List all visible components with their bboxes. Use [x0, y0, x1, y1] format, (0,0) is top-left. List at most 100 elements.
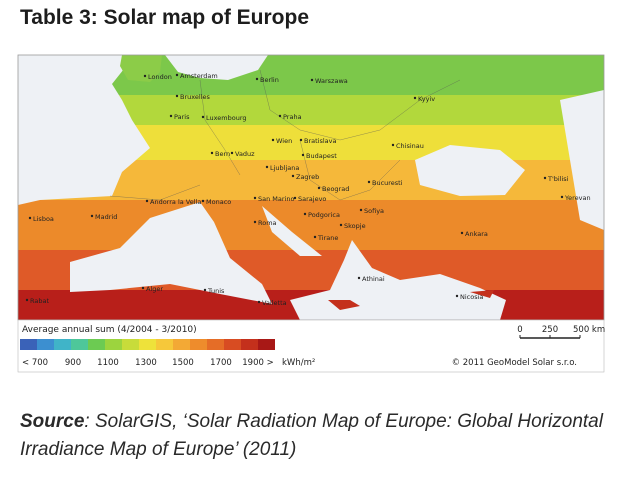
- city-label: Roma: [258, 219, 277, 227]
- legend-swatch: [71, 339, 88, 350]
- city-dot: [303, 212, 307, 216]
- legend-swatch: [139, 339, 156, 350]
- city-dot: [359, 208, 363, 212]
- city-label: London: [148, 73, 172, 81]
- city-dot: [201, 115, 205, 119]
- city-label: Bern: [215, 150, 230, 158]
- city-dot: [169, 114, 173, 118]
- city-label: Ankara: [465, 230, 488, 238]
- copyright: © 2011 GeoModel Solar s.r.o.: [452, 358, 577, 368]
- legend-tick-label: < 700: [22, 358, 48, 368]
- city-label: Valletta: [262, 299, 287, 307]
- legend-swatch: [241, 339, 258, 350]
- city-label: Bratislava: [304, 137, 336, 145]
- city-dot: [175, 73, 179, 77]
- city-label: Amsterdam: [180, 72, 218, 80]
- city-dot: [201, 199, 205, 203]
- source-label: Source: [20, 411, 85, 432]
- city-dot: [278, 114, 282, 118]
- city-label: Paris: [174, 113, 190, 121]
- map-figure: Average annual sum (4/2004 - 3/2010) © 2…: [17, 54, 605, 373]
- legend-swatch: [88, 339, 105, 350]
- city-label: Sarajevo: [298, 195, 326, 203]
- city-dot: [145, 199, 149, 203]
- city-dot: [175, 94, 179, 98]
- city-dot: [271, 138, 275, 142]
- city-label: Chisinau: [396, 142, 424, 150]
- city-dot: [313, 235, 317, 239]
- legend-panel: [17, 319, 605, 373]
- city-dot: [141, 286, 145, 290]
- city-label: Alger: [146, 285, 163, 293]
- city-dot: [460, 231, 464, 235]
- city-label: Kyyiv: [418, 95, 435, 103]
- city-label: Sofiya: [364, 207, 384, 215]
- legend-swatch: [20, 339, 37, 350]
- city-label: Wien: [276, 137, 292, 145]
- city-label: Rabat: [30, 297, 49, 305]
- legend-tick-label: 900: [65, 358, 81, 368]
- city-label: Tunis: [207, 287, 225, 295]
- city-dot: [257, 300, 261, 304]
- legend-swatch: [156, 339, 173, 350]
- legend-tick-label: 1300: [135, 358, 157, 368]
- legend-swatch: [224, 339, 241, 350]
- city-label: Tirane: [317, 234, 338, 242]
- legend-tick-label: 1700: [210, 358, 232, 368]
- city-label: Beograd: [322, 185, 349, 193]
- legend-swatch: [258, 339, 275, 350]
- scale-label: 250: [542, 325, 558, 335]
- city-dot: [317, 186, 321, 190]
- source-text: : SolarGIS, ‘Solar Radiation Map of Euro…: [20, 411, 603, 460]
- city-label: Luxembourg: [206, 114, 247, 122]
- city-label: Andorra la Vella: [150, 198, 201, 206]
- city-label: Yerevan: [564, 194, 591, 202]
- city-dot: [90, 214, 94, 218]
- legend-swatch: [122, 339, 139, 350]
- city-label: Lisboa: [33, 215, 54, 223]
- city-dot: [301, 153, 305, 157]
- legend-swatch: [207, 339, 224, 350]
- city-dot: [413, 96, 417, 100]
- city-dot: [293, 196, 297, 200]
- city-label: Nicosia: [460, 293, 483, 301]
- city-dot: [291, 174, 295, 178]
- city-dot: [560, 195, 564, 199]
- city-label: Zagreb: [296, 173, 319, 181]
- city-dot: [367, 180, 371, 184]
- legend-swatch: [37, 339, 54, 350]
- legend-tick-label: 1100: [97, 358, 119, 368]
- city-label: Praha: [283, 113, 302, 121]
- city-dot: [255, 77, 259, 81]
- legend-tick-label: 1900 >: [242, 358, 273, 368]
- city-dot: [230, 151, 234, 155]
- legend-swatch: [173, 339, 190, 350]
- city-dot: [210, 151, 214, 155]
- city-dot: [253, 220, 257, 224]
- city-label: Monaco: [206, 198, 231, 206]
- title: Table 3: Solar map of Europe: [20, 6, 309, 29]
- scale-label: 500 km: [573, 325, 605, 335]
- city-label: Ljubljana: [270, 164, 299, 172]
- legend-swatch: [190, 339, 207, 350]
- city-label: Skopje: [344, 222, 366, 230]
- legend-tick-label: 1500: [172, 358, 194, 368]
- legend-title: Average annual sum (4/2004 - 3/2010): [22, 325, 197, 335]
- city-dot: [455, 294, 459, 298]
- city-dot: [265, 165, 269, 169]
- city-dot: [299, 138, 303, 142]
- source-note: Source: SolarGIS, ‘Solar Radiation Map o…: [20, 408, 610, 464]
- map: [18, 55, 604, 320]
- city-dot: [253, 196, 257, 200]
- city-label: Bucuresti: [372, 179, 403, 187]
- city-label: Podgorica: [308, 211, 340, 219]
- legend-unit: kWh/m²: [282, 358, 315, 368]
- city-dot: [391, 143, 395, 147]
- city-label: Berlin: [260, 76, 279, 84]
- city-dot: [28, 216, 32, 220]
- city-label: T'bilisi: [547, 175, 569, 183]
- city-dot: [203, 288, 207, 292]
- city-dot: [543, 176, 547, 180]
- city-dot: [310, 78, 314, 82]
- city-label: Bruxelles: [180, 93, 211, 101]
